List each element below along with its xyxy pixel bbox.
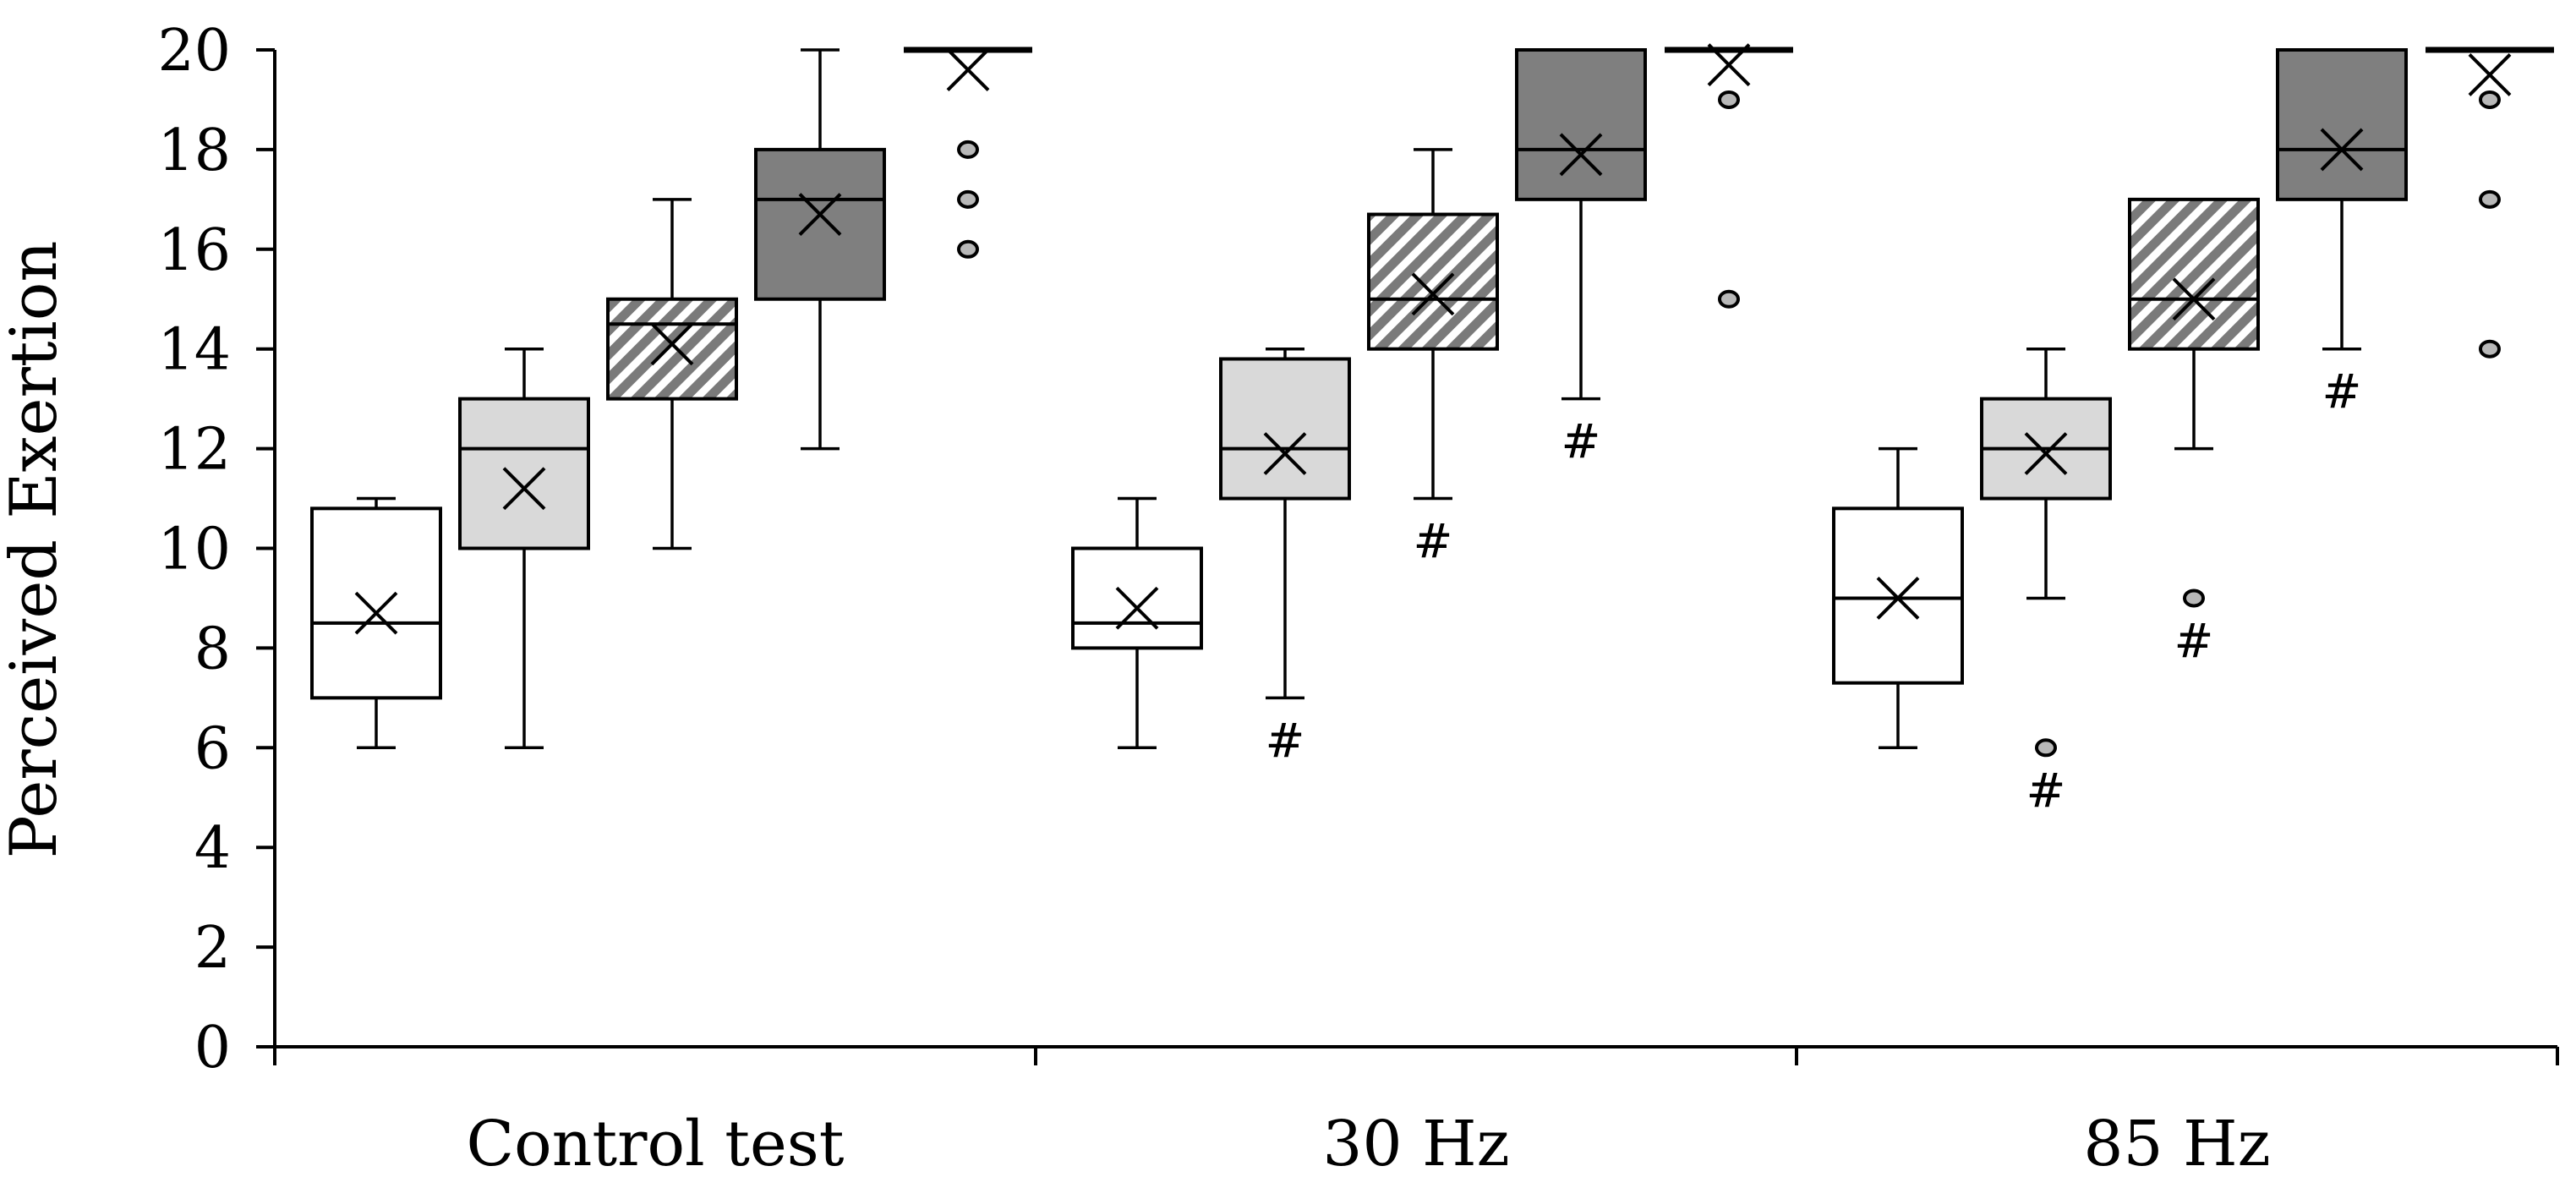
x-category-label: 85 Hz <box>2083 1108 2270 1180</box>
y-tick-label: 12 <box>157 417 231 484</box>
y-tick-label: 14 <box>157 317 231 384</box>
mean-marker <box>946 48 990 91</box>
mean-marker <box>354 591 398 635</box>
significance-marker: # <box>2026 764 2066 818</box>
significance-marker: # <box>1561 415 1601 470</box>
outlier-point <box>2479 90 2501 109</box>
outlier-point <box>2479 189 2501 209</box>
plot-area: 0 2 4 6 8 10 12 14 16 18 20 Control test 30 Hz 85 Hz #… <box>157 18 2559 1180</box>
outlier-point <box>1718 90 1740 109</box>
box-iqr <box>1367 212 1499 351</box>
box-iqr <box>1832 506 1964 685</box>
y-tick-label: 18 <box>157 118 231 184</box>
mean-marker <box>650 322 694 366</box>
y-axis-label: Perceived Exertion <box>0 241 71 859</box>
significance-marker: # <box>1266 714 1305 769</box>
outlier-point <box>957 239 979 259</box>
box-iqr <box>1071 546 1203 650</box>
box-iqr <box>1515 48 1647 201</box>
y-tick-label: 10 <box>157 517 231 583</box>
y-tick-label: 4 <box>194 815 231 882</box>
outlier-point <box>2035 738 2057 758</box>
box-iqr <box>754 147 886 301</box>
y-tick-label: 0 <box>194 1015 231 1081</box>
mean-marker <box>2320 128 2364 172</box>
mean-marker <box>1707 43 1751 87</box>
significance-marker: # <box>2174 614 2214 669</box>
y-tick-label: 6 <box>194 715 231 782</box>
significance-marker: # <box>1414 515 1453 570</box>
mean-marker <box>798 193 842 236</box>
outlier-point <box>957 189 979 209</box>
mean-marker <box>1559 133 1603 177</box>
mean-marker <box>2024 432 2068 475</box>
y-tick-label: 2 <box>194 915 231 982</box>
outlier-point <box>1718 289 1740 309</box>
y-tick-label: 16 <box>157 217 231 284</box>
y-tick-label: 8 <box>194 616 231 682</box>
box-iqr <box>310 506 442 700</box>
box-iqr <box>458 397 590 550</box>
box-iqr <box>2276 48 2408 201</box>
mean-marker <box>1263 432 1307 475</box>
mean-marker <box>502 467 546 511</box>
mean-marker <box>1115 586 1159 630</box>
mean-marker <box>2468 53 2512 96</box>
x-category-label: Control test <box>467 1108 845 1180</box>
y-tick-label: 20 <box>157 18 231 85</box>
mean-marker <box>2172 277 2216 321</box>
outlier-point <box>957 140 979 159</box>
significance-marker: # <box>2322 365 2362 420</box>
outlier-point <box>2183 589 2205 608</box>
outlier-point <box>2479 339 2501 359</box>
box-iqr <box>606 297 738 401</box>
mean-marker <box>1411 272 1455 316</box>
x-category-label: 30 Hz <box>1322 1108 1509 1180</box>
box-iqr <box>2128 197 2260 351</box>
mean-marker <box>1876 577 1920 620</box>
box-iqr <box>1219 357 1351 501</box>
